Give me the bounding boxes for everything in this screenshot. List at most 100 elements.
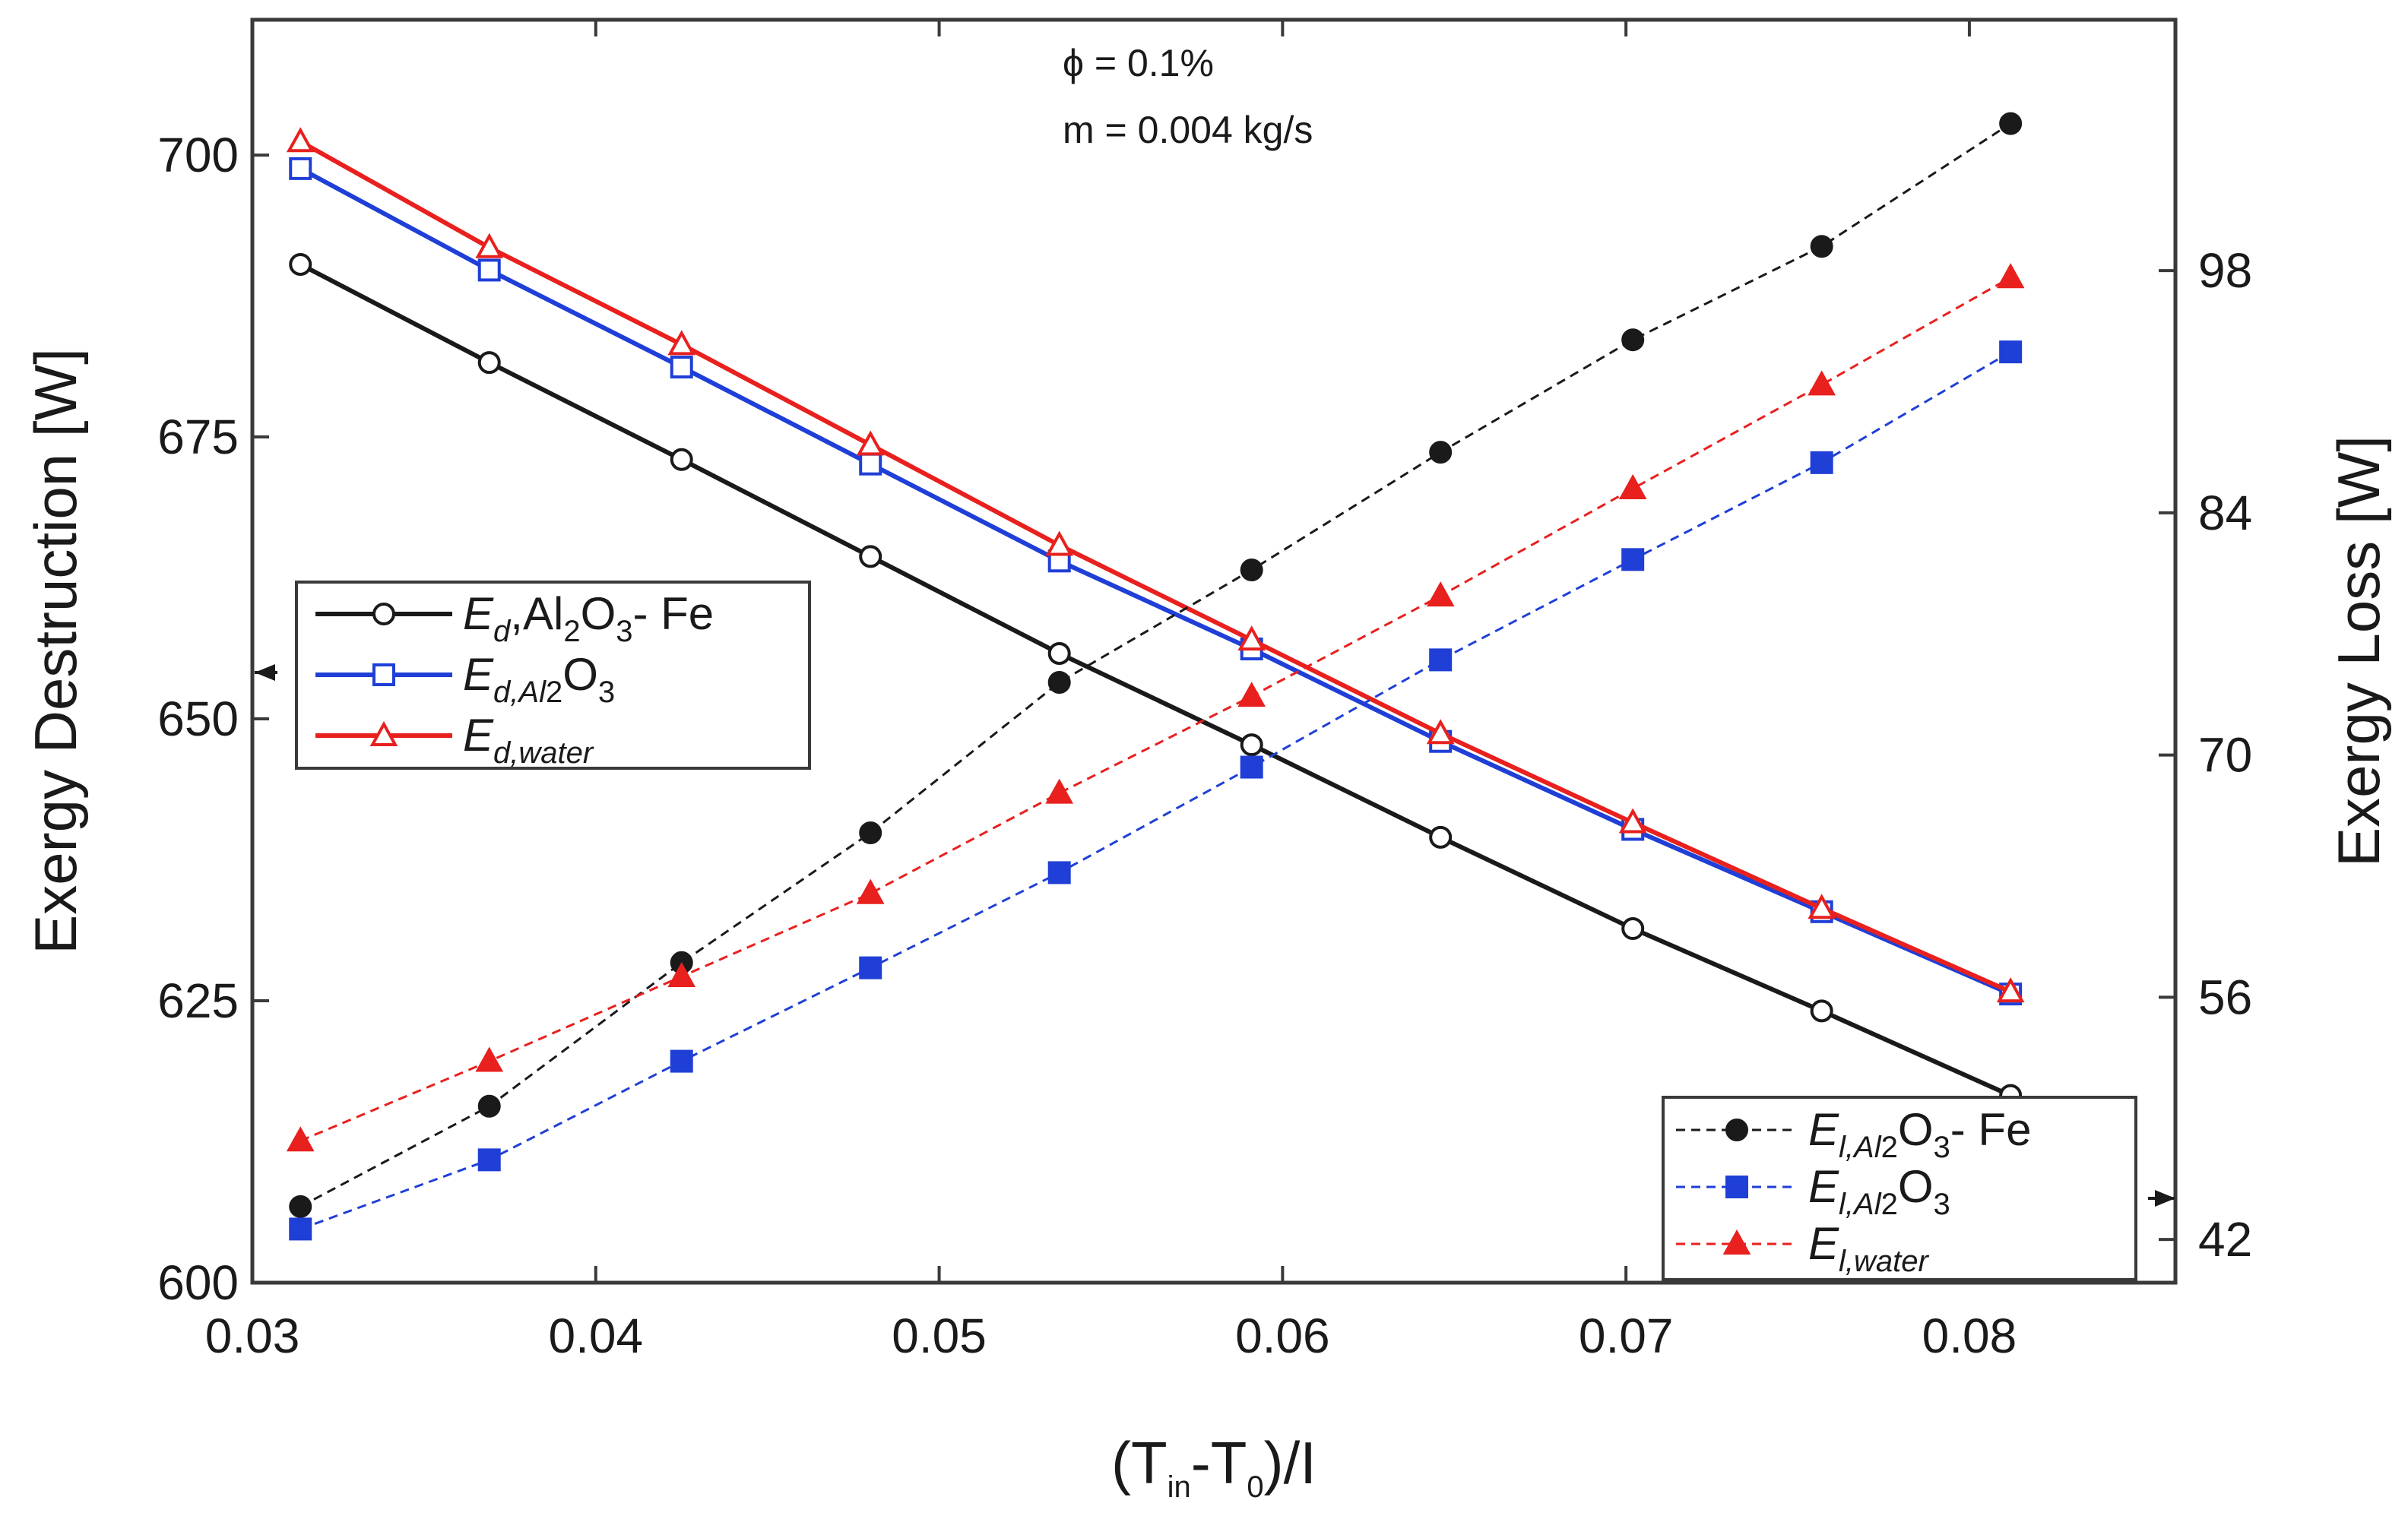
series-3-point-1	[477, 1094, 501, 1118]
legend-marker-3	[1725, 1119, 1748, 1141]
legend-marker-5	[1722, 1229, 1751, 1255]
legend-label-2: Ed,water	[463, 710, 594, 770]
series-0-point-8	[1810, 999, 1833, 1023]
series-4-point-9	[1999, 340, 2023, 364]
series-5-point-3	[856, 878, 885, 904]
annotation-mass-flow: m = 0.004 kg/s	[1063, 109, 1313, 151]
series-3-point-3	[859, 821, 882, 845]
series-4-point-7	[1621, 548, 1645, 571]
series-4-point-2	[670, 1049, 693, 1073]
x-tick-label-0: 0.03	[205, 1309, 300, 1363]
series-0-point-7	[1621, 917, 1645, 941]
x-axis-title-prefix: (T	[1111, 1429, 1168, 1496]
x-tick-label-5: 0.08	[1922, 1309, 2017, 1363]
series-1-point-2	[670, 356, 693, 379]
y-right-tick-label-4: 98	[2198, 243, 2252, 298]
series-0-line	[299, 262, 2012, 1098]
y-right-tick-label-2: 70	[2198, 728, 2252, 783]
legend-marker-0	[372, 603, 395, 625]
y-right-tick-label-0: 42	[2198, 1212, 2252, 1267]
legend-marker-1	[372, 663, 395, 686]
y-left-tick-label-3: 675	[157, 410, 239, 464]
series-2-point-7	[1618, 808, 1647, 834]
y-right-tick-label-3: 84	[2198, 486, 2252, 540]
legend-label-4: El,Al2O3	[1808, 1161, 1950, 1221]
series-3-point-9	[1999, 112, 2023, 135]
series-4-line	[299, 350, 2011, 1230]
series-2-point-4	[1045, 530, 1074, 556]
series-4	[289, 340, 2023, 1241]
series-5-point-1	[475, 1046, 504, 1072]
series-4-point-0	[289, 1217, 312, 1241]
series-3-point-7	[1621, 328, 1645, 352]
series-5-point-4	[1045, 778, 1074, 804]
series-0-point-1	[477, 351, 501, 375]
x-tick-label-3: 0.06	[1235, 1309, 1330, 1363]
legend-entry-5: El,water	[1676, 1218, 1930, 1278]
series-2-point-3	[856, 430, 885, 456]
legend-label-1: Ed,Al2O3	[463, 649, 615, 709]
series-2-point-6	[1426, 719, 1455, 745]
x-tick-label-2: 0.05	[892, 1309, 987, 1363]
series-5-point-9	[1996, 263, 2025, 289]
plot-frame	[250, 17, 2178, 1285]
series-0-point-5	[1240, 733, 1263, 757]
series-layer	[286, 112, 2025, 1241]
series-2-point-5	[1237, 625, 1266, 651]
series-5-point-8	[1808, 370, 1836, 396]
x-axis-title: (Tin-T0)/I	[1111, 1429, 1316, 1504]
series-4-point-6	[1429, 648, 1453, 672]
legend-marker-2	[369, 720, 398, 746]
legend-entry-2: Ed,water	[315, 710, 594, 770]
series-0-point-2	[670, 448, 693, 471]
series-2-point-2	[667, 330, 696, 356]
series-3-point-4	[1047, 670, 1071, 694]
series-5-point-5	[1237, 682, 1266, 707]
series-5-point-0	[286, 1126, 315, 1152]
series-4-point-5	[1240, 755, 1263, 779]
y-right-tick-label-1: 56	[2198, 970, 2252, 1024]
annotation-phi: ϕ = 0.1%	[1063, 42, 1214, 84]
series-4-point-8	[1810, 451, 1833, 474]
series-3-point-5	[1240, 558, 1263, 581]
series-0-point-0	[289, 253, 312, 277]
legend-marker-4	[1725, 1176, 1748, 1198]
x-axis-title-sub-0: 0	[1247, 1470, 1263, 1504]
y-left-tick-label-0: 600	[157, 1255, 239, 1310]
legend-label-5: El,water	[1808, 1218, 1930, 1278]
series-2-point-0	[286, 127, 315, 153]
y-left-tick-label-1: 625	[157, 973, 239, 1028]
legend-entry-0: Ed,Al2O3- Fe	[315, 588, 714, 648]
series-3	[289, 112, 2023, 1218]
series-0-point-3	[859, 545, 882, 568]
series-2-point-1	[475, 233, 504, 258]
y-axis-right-title: Exergy Loss [W]	[2325, 435, 2392, 867]
legend-entry-3: El,Al2O3- Fe	[1676, 1104, 2031, 1164]
series-1-point-3	[859, 452, 882, 476]
x-tick-label-4: 0.07	[1579, 1309, 1674, 1363]
series-2-line	[299, 139, 2012, 994]
series-1-point-1	[477, 258, 501, 282]
left-axis-arrow	[255, 664, 277, 681]
legend-label-3: El,Al2O3- Fe	[1808, 1104, 2031, 1164]
series-4-point-4	[1047, 861, 1071, 885]
series-1-line	[299, 166, 2012, 996]
legend-entry-1: Ed,Al2O3	[315, 649, 615, 709]
legend-label-0: Ed,Al2O3- Fe	[463, 588, 714, 648]
series-5-point-6	[1426, 581, 1455, 607]
series-2-point-8	[1808, 894, 1836, 919]
right-axis-arrow	[2148, 1190, 2175, 1207]
y-axis-left-title: Exergy Destruction [W]	[22, 348, 89, 954]
series-0-point-4	[1047, 641, 1071, 665]
series-4-point-1	[477, 1148, 501, 1172]
x-axis-title-mid: -T	[1191, 1429, 1247, 1496]
series-2-point-9	[1996, 977, 2025, 1003]
series-3-point-8	[1810, 235, 1833, 258]
series-1-point-0	[289, 157, 312, 180]
series-3-line	[299, 122, 2011, 1208]
series-0	[289, 253, 2023, 1107]
axis-ticks: 0.03 0.04 0.05 0.06 0.07 0.08 600 625 650 675 700 4…	[157, 20, 2252, 1363]
series-5	[286, 263, 2025, 1152]
